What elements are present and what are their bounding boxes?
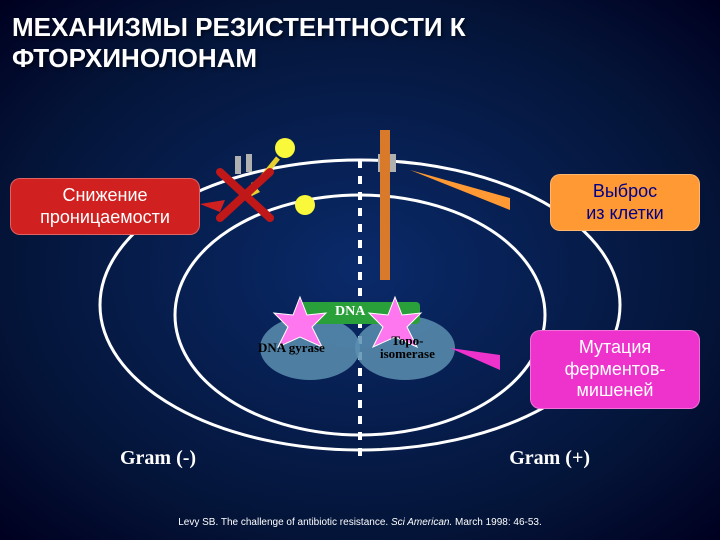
mechanism-diagram: DNA DNA gyrase Topo- isomerase Снижение …	[60, 130, 660, 470]
dna-label: DNA	[335, 304, 365, 320]
callout-mutation: Мутация ферментов- мишеней	[530, 330, 700, 409]
gram-negative-label: Gram (-)	[120, 447, 196, 470]
topo-label: Topo- isomerase	[380, 334, 435, 360]
callout-pointer-red	[200, 200, 225, 212]
callout-text: мишеней	[545, 380, 685, 402]
porin	[235, 156, 241, 174]
callout-text: ферментов-	[545, 359, 685, 381]
callout-text: Выброс	[565, 181, 685, 203]
callout-permeability: Снижение проницаемости	[10, 178, 200, 235]
citation: Levy SB. The challenge of antibiotic res…	[0, 517, 720, 528]
callout-text: из клетки	[565, 203, 685, 225]
gram-positive-label: Gram (+)	[509, 447, 590, 470]
drug-molecule	[275, 138, 295, 158]
efflux-channel	[390, 154, 396, 172]
citation-journal: Sci American.	[391, 517, 452, 528]
callout-pointer-pink	[450, 348, 500, 370]
callout-text: Мутация	[545, 337, 685, 359]
porin	[246, 154, 252, 172]
page-title: МЕХАНИЗМЫ РЕЗИСТЕНТНОСТИ К ФТОРХИНОЛОНАМ	[12, 12, 466, 74]
citation-author: Levy SB. The challenge of antibiotic res…	[178, 517, 391, 528]
drug-molecule	[295, 195, 315, 215]
gyrase-label: DNA gyrase	[258, 340, 325, 356]
title-line1: МЕХАНИЗМЫ РЕЗИСТЕНТНОСТИ К	[12, 12, 466, 43]
callout-text: Снижение	[25, 185, 185, 207]
citation-rest: March 1998: 46-53.	[452, 517, 542, 528]
callout-efflux: Выброс из клетки	[550, 174, 700, 231]
title-line2: ФТОРХИНОЛОНАМ	[12, 43, 466, 74]
callout-text: проницаемости	[25, 207, 185, 229]
